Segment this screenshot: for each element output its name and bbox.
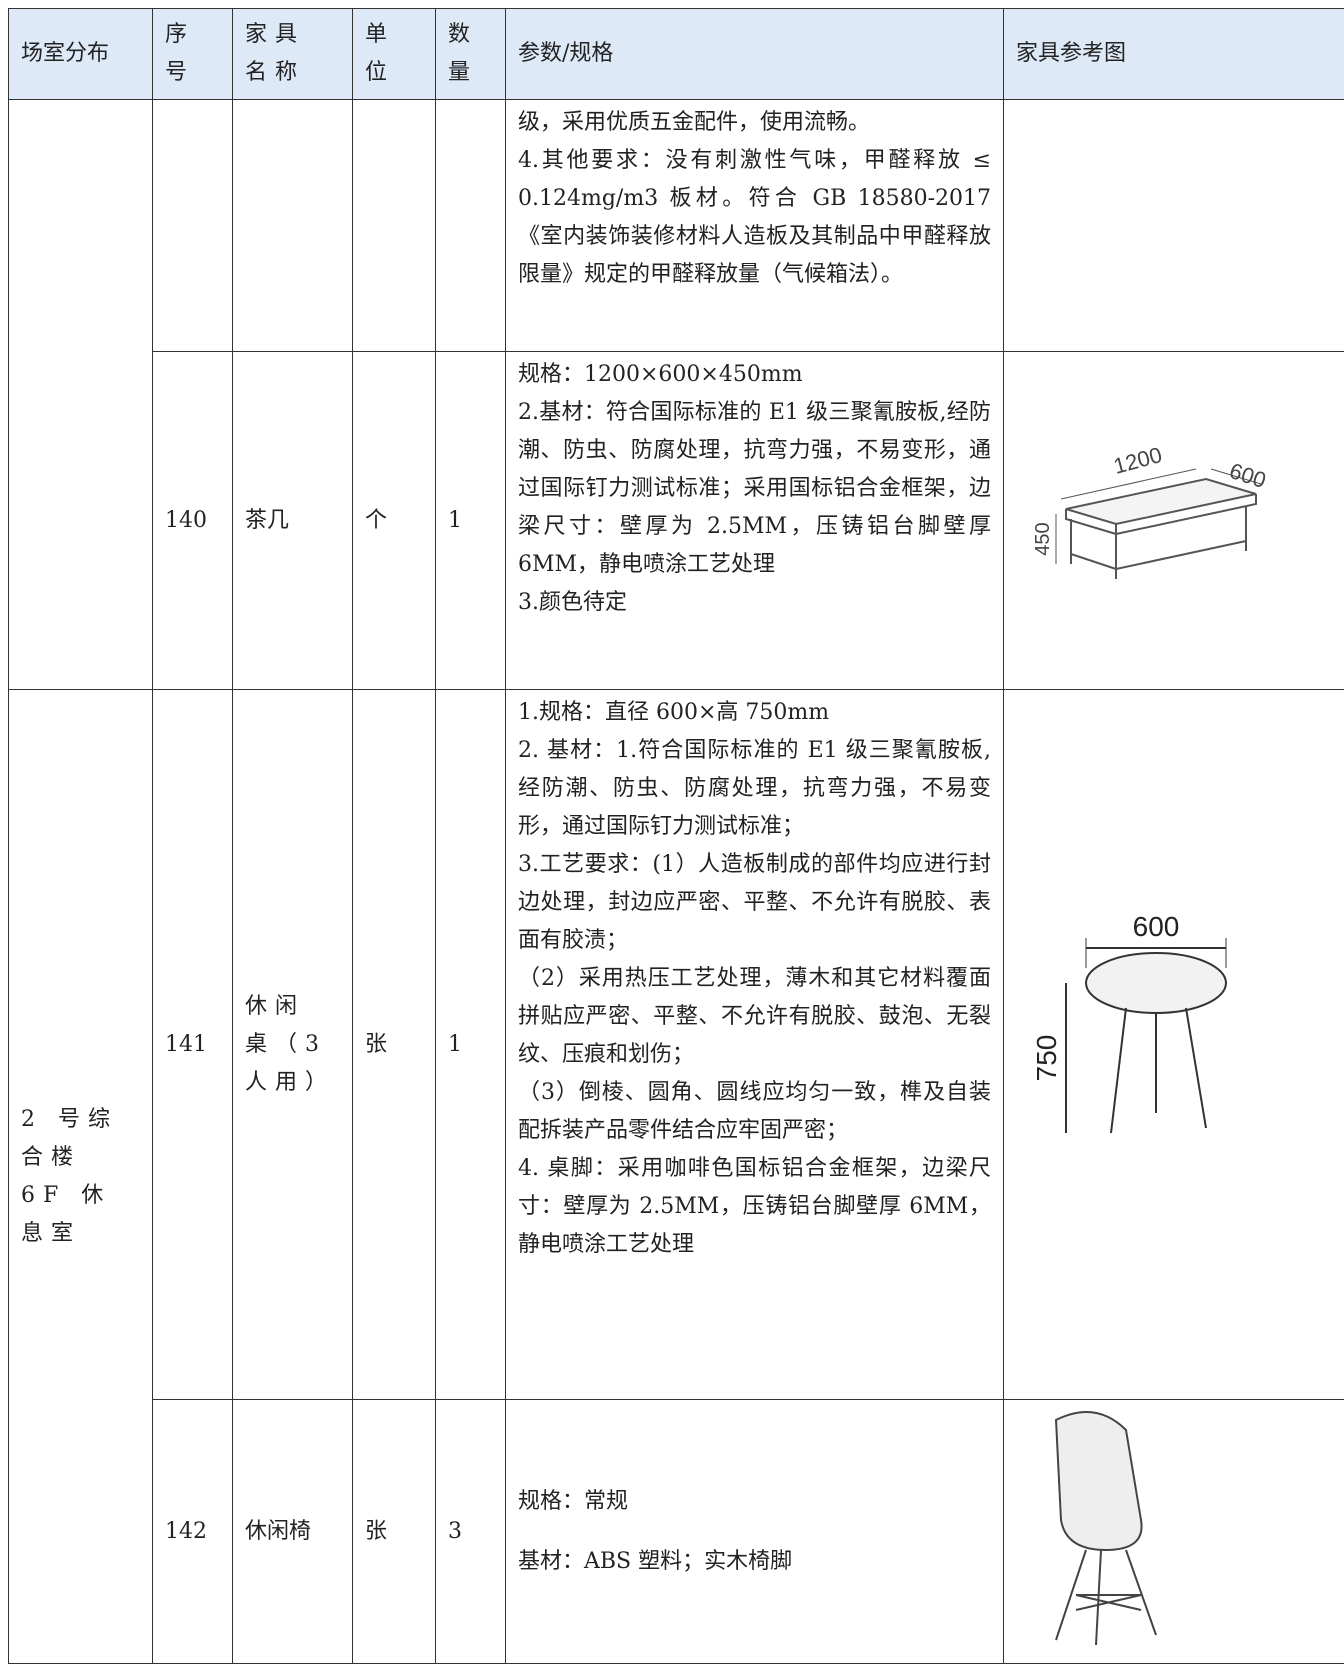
chair-sketch [1016,1400,1216,1650]
cell [1004,100,1344,352]
spec-line: 3.颜色待定 [518,584,991,622]
spec-line: 1.规格：直径 600×高 750mm [518,694,991,732]
dimension-label: 1200 [1111,442,1165,479]
cell [353,100,436,352]
cell [233,100,353,352]
unit-cell: 张 [353,1400,436,1664]
spec-line: 规格：1200×600×450mm [518,356,991,394]
header-text: 序号 [165,16,200,92]
dimension-label: 450 [1032,522,1054,555]
spec-line: 规格：常规 [518,1483,991,1521]
coffee-table-sketch: 1200 600 450 [1016,439,1316,589]
qty-cell: 1 [436,690,506,1400]
spec-line: 2. 基材：1.符合国际标准的 E1 级三聚氰胺板,经防潮、防虫、防腐处理，抗弯… [518,732,991,846]
furniture-table: 场室分布 序号 家具名称 单位 数量 参数/规格 家具参考图 级，采用优质五金配… [8,8,1344,1664]
header-cell: 单位 [353,9,436,100]
spec-line: 基材：ABS 塑料；实木椅脚 [518,1543,991,1581]
header-text: 家具名称 [245,16,333,92]
no-cell: 142 [153,1400,233,1664]
cell [153,100,233,352]
name-cell: 休闲椅 [233,1400,353,1664]
spec-line: 2.基材：符合国际标准的 E1 级三聚氰胺板,经防潮、防虫、防腐处理，抗弯力强，… [518,394,991,584]
image-cell: 1200 600 450 [1004,352,1344,690]
header-text: 数量 [448,16,483,92]
header-cell: 场室分布 [9,9,153,100]
header-text: 单位 [365,16,400,92]
spec-line: （2）采用热压工艺处理，薄木和其它材料覆面拼贴应严密、平整、不允许有脱胶、鼓泡、… [518,960,991,1074]
header-text: 场室分布 [21,41,109,66]
header-cell: 序号 [153,9,233,100]
name-cell: 茶几 [233,352,353,690]
header-cell: 参数/规格 [506,9,1004,100]
unit-cell: 张 [353,690,436,1400]
qty-cell: 3 [436,1400,506,1664]
image-cell: 600 750 [1004,690,1344,1400]
header-cell: 家具名称 [233,9,353,100]
header-cell: 家具参考图 [1004,9,1344,100]
dimension-label: 750 [1031,1035,1062,1082]
no-cell: 140 [153,352,233,690]
no-cell: 141 [153,690,233,1400]
spec-line: （3）倒棱、圆角、圆线应均匀一致，榫及自装配拆装产品零件结合应牢固严密； [518,1074,991,1150]
header-text: 家具参考图 [1016,41,1126,66]
spec-line: 3.工艺要求：(1）人造板制成的部件均应进行封边处理，封边应严密、平整、不允许有… [518,846,991,960]
row: 2 号综合楼 6F 休息室 141 休闲桌（3 人用） 张 1 1.规格：直径 … [9,690,1344,1400]
spec-line: 4. 桌脚：采用咖啡色国标铝合金框架，边梁尺寸：壁厚为 2.5MM，压铸铝台脚壁… [518,1150,991,1264]
spec-cell: 规格：常规基材：ABS 塑料；实木椅脚 [506,1400,1004,1664]
image-cell [1004,1400,1344,1664]
spec-line: 4.其他要求：没有刺激性气味，甲醛释放 ≤ 0.124mg/m3 板材。符合 G… [518,142,991,294]
cell [436,100,506,352]
qty-cell: 1 [436,352,506,690]
round-table-sketch: 600 750 [1016,908,1316,1168]
spec-cell: 级，采用优质五金配件，使用流畅。4.其他要求：没有刺激性气味，甲醛释放 ≤ 0.… [506,100,1004,352]
header-text: 参数/规格 [518,41,613,66]
row: 142 休闲椅 张 3 规格：常规基材：ABS 塑料；实木椅脚 [9,1400,1344,1664]
room-cell: 2 号综合楼 6F 休息室 [9,690,153,1664]
room-cell [9,100,153,690]
unit-cell: 个 [353,352,436,690]
header-row: 场室分布 序号 家具名称 单位 数量 参数/规格 家具参考图 [9,9,1344,100]
name-text: 休闲桌（3 人用） [245,988,333,1102]
dimension-label: 600 [1133,911,1180,942]
header-cell: 数量 [436,9,506,100]
name-cell: 休闲桌（3 人用） [233,690,353,1400]
row: 级，采用优质五金配件，使用流畅。4.其他要求：没有刺激性气味，甲醛释放 ≤ 0.… [9,100,1344,352]
spec-line: 级，采用优质五金配件，使用流畅。 [518,104,991,142]
